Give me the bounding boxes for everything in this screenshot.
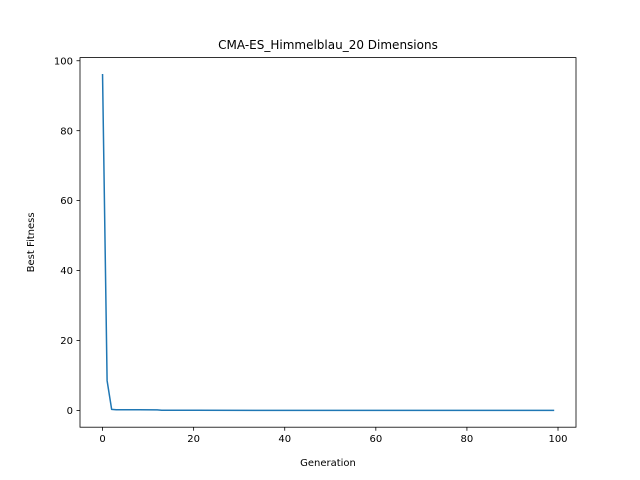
x-tick-label: 20 (187, 434, 200, 445)
y-tick-label: 100 (54, 56, 73, 67)
series-line (101, 73, 555, 412)
y-tick-label: 20 (60, 336, 73, 347)
plot-area (80, 57, 576, 428)
series-layer (101, 73, 555, 412)
y-tick-label: 80 (60, 126, 73, 137)
y-tick-label: 40 (60, 266, 73, 277)
plot-frame (79, 57, 577, 428)
x-tick-label: 0 (99, 434, 105, 445)
x-tick-label: 100 (548, 434, 567, 445)
chart-title: CMA-ES_Himmelblau_20 Dimensions (218, 38, 438, 52)
x-tick-label: 80 (461, 434, 474, 445)
x-tick-label: 60 (369, 434, 382, 445)
x-axis-label: Generation (300, 458, 356, 469)
x-tick-label: 40 (278, 434, 291, 445)
x-axis: 0 20 40 60 80 100 (99, 427, 568, 445)
y-axis-label: Best Fitness (26, 212, 37, 272)
y-axis: 0 20 40 60 80 100 (54, 56, 80, 417)
y-tick-label: 60 (60, 196, 73, 207)
y-tick-label: 0 (67, 406, 73, 417)
